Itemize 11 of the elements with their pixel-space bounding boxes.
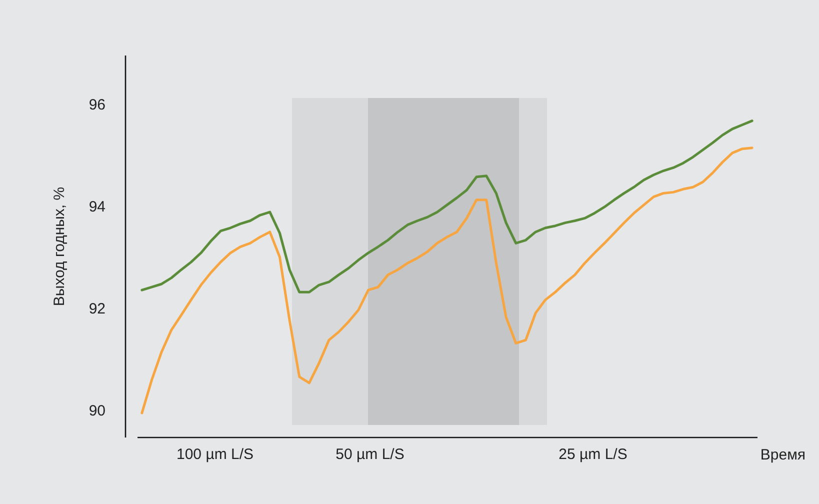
line-series: [140, 120, 754, 294]
x-axis-title: Время: [760, 446, 806, 464]
y-axis-title: Выход годных, %: [50, 186, 68, 306]
text: 100 µm L/S: [176, 446, 254, 463]
y-tick-label: 96: [88, 96, 106, 114]
text: 50 µm L/S: [336, 446, 404, 463]
text: 25 µm L/S: [558, 446, 628, 463]
y-tick-label: 94: [88, 198, 106, 216]
y-tick-label: 90: [88, 402, 106, 420]
line-series: [140, 146, 754, 414]
y-tick-label: 92: [88, 300, 106, 318]
